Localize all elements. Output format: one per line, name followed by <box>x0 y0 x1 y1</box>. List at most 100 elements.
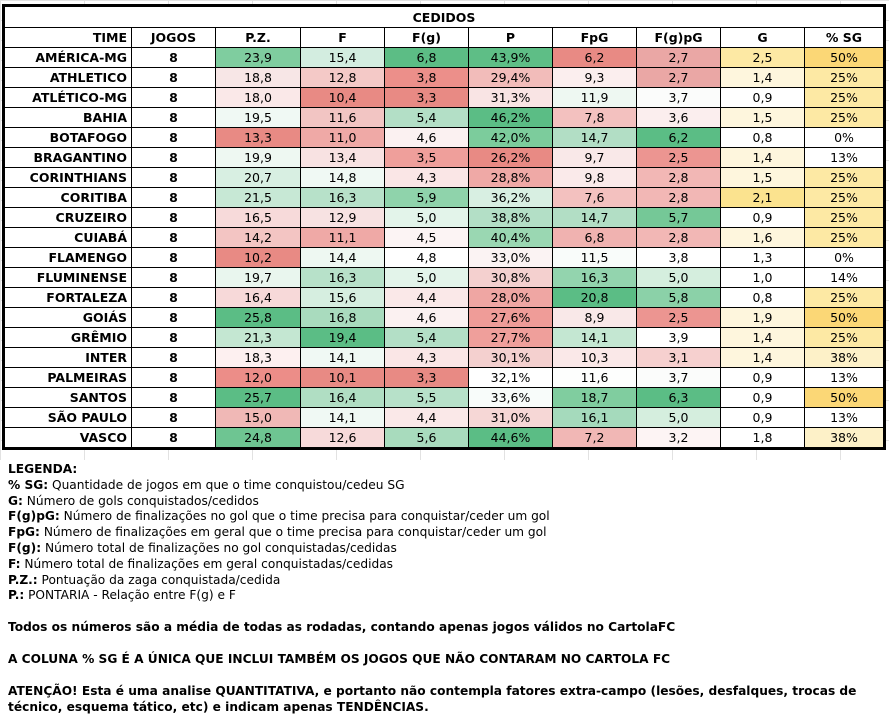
stat-cell[interactable]: 23,9 <box>215 47 301 68</box>
column-header[interactable]: F <box>300 27 385 48</box>
stat-cell[interactable]: 3,8 <box>384 67 469 88</box>
stat-cell[interactable]: 1,6 <box>720 227 805 248</box>
stat-cell[interactable]: 31,3% <box>468 87 553 108</box>
column-header[interactable]: FpG <box>552 27 637 48</box>
stat-cell[interactable]: 50% <box>804 47 884 68</box>
stat-cell[interactable]: 3,8 <box>636 247 721 268</box>
stat-cell[interactable]: 4,6 <box>384 127 469 148</box>
games-cell[interactable]: 8 <box>131 407 216 428</box>
stat-cell[interactable]: 13% <box>804 147 884 168</box>
stat-cell[interactable]: 16,3 <box>300 267 385 288</box>
team-name-cell[interactable]: CUIABÁ <box>4 227 132 248</box>
stat-cell[interactable]: 27,6% <box>468 307 553 328</box>
stat-cell[interactable]: 16,3 <box>552 267 637 288</box>
stat-cell[interactable]: 16,4 <box>215 287 301 308</box>
games-cell[interactable]: 8 <box>131 167 216 188</box>
games-cell[interactable]: 8 <box>131 207 216 228</box>
team-name-cell[interactable]: CORITIBA <box>4 187 132 208</box>
stat-cell[interactable]: 3,9 <box>636 327 721 348</box>
stat-cell[interactable]: 8,9 <box>552 307 637 328</box>
stat-cell[interactable]: 1,4 <box>720 67 805 88</box>
stat-cell[interactable]: 25% <box>804 207 884 228</box>
stat-cell[interactable]: 16,3 <box>300 187 385 208</box>
stat-cell[interactable]: 1,0 <box>720 267 805 288</box>
stat-cell[interactable]: 25% <box>804 327 884 348</box>
stat-cell[interactable]: 12,6 <box>300 427 385 448</box>
team-name-cell[interactable]: ATHLETICO <box>4 67 132 88</box>
games-cell[interactable]: 8 <box>131 427 216 448</box>
stat-cell[interactable]: 2,8 <box>636 187 721 208</box>
games-cell[interactable]: 8 <box>131 307 216 328</box>
team-name-cell[interactable]: FORTALEZA <box>4 287 132 308</box>
stat-cell[interactable]: 16,8 <box>300 307 385 328</box>
team-name-cell[interactable]: BOTAFOGO <box>4 127 132 148</box>
stat-cell[interactable]: 18,0 <box>215 87 301 108</box>
stat-cell[interactable]: 2,5 <box>720 47 805 68</box>
games-cell[interactable]: 8 <box>131 67 216 88</box>
stat-cell[interactable]: 11,1 <box>300 227 385 248</box>
stat-cell[interactable]: 1,3 <box>720 247 805 268</box>
stat-cell[interactable]: 15,6 <box>300 287 385 308</box>
stat-cell[interactable]: 6,2 <box>636 127 721 148</box>
stat-cell[interactable]: 11,9 <box>552 87 637 108</box>
stat-cell[interactable]: 24,8 <box>215 427 301 448</box>
stat-cell[interactable]: 25,8 <box>215 307 301 328</box>
stat-cell[interactable]: 9,7 <box>552 147 637 168</box>
stat-cell[interactable]: 43,9% <box>468 47 553 68</box>
stat-cell[interactable]: 33,0% <box>468 247 553 268</box>
games-cell[interactable]: 8 <box>131 287 216 308</box>
stat-cell[interactable]: 0% <box>804 247 884 268</box>
stat-cell[interactable]: 5,5 <box>384 387 469 408</box>
stat-cell[interactable]: 0,9 <box>720 367 805 388</box>
games-cell[interactable]: 8 <box>131 47 216 68</box>
stat-cell[interactable]: 4,4 <box>384 407 469 428</box>
stat-cell[interactable]: 10,1 <box>300 367 385 388</box>
games-cell[interactable]: 8 <box>131 187 216 208</box>
stat-cell[interactable]: 2,1 <box>720 187 805 208</box>
stat-cell[interactable]: 30,8% <box>468 267 553 288</box>
games-cell[interactable]: 8 <box>131 267 216 288</box>
stat-cell[interactable]: 20,8 <box>552 287 637 308</box>
stat-cell[interactable]: 28,8% <box>468 167 553 188</box>
team-name-cell[interactable]: SÃO PAULO <box>4 407 132 428</box>
stat-cell[interactable]: 14% <box>804 267 884 288</box>
stat-cell[interactable]: 32,1% <box>468 367 553 388</box>
stat-cell[interactable]: 16,4 <box>300 387 385 408</box>
stat-cell[interactable]: 0,9 <box>720 407 805 428</box>
stat-cell[interactable]: 5,0 <box>636 407 721 428</box>
stat-cell[interactable]: 38% <box>804 347 884 368</box>
stat-cell[interactable]: 5,0 <box>384 267 469 288</box>
stat-cell[interactable]: 2,5 <box>636 307 721 328</box>
stat-cell[interactable]: 50% <box>804 387 884 408</box>
stat-cell[interactable]: 27,7% <box>468 327 553 348</box>
stat-cell[interactable]: 12,8 <box>300 67 385 88</box>
stat-cell[interactable]: 13,3 <box>215 127 301 148</box>
stat-cell[interactable]: 14,8 <box>300 167 385 188</box>
team-name-cell[interactable]: SANTOS <box>4 387 132 408</box>
stat-cell[interactable]: 0,9 <box>720 207 805 228</box>
stat-cell[interactable]: 0,8 <box>720 127 805 148</box>
stat-cell[interactable]: 5,4 <box>384 107 469 128</box>
stat-cell[interactable]: 14,1 <box>552 327 637 348</box>
stat-cell[interactable]: 11,6 <box>300 107 385 128</box>
team-name-cell[interactable]: ATLÉTICO-MG <box>4 87 132 108</box>
stat-cell[interactable]: 25% <box>804 67 884 88</box>
stat-cell[interactable]: 50% <box>804 307 884 328</box>
stat-cell[interactable]: 19,9 <box>215 147 301 168</box>
stat-cell[interactable]: 3,6 <box>636 107 721 128</box>
stat-cell[interactable]: 9,8 <box>552 167 637 188</box>
stat-cell[interactable]: 25% <box>804 87 884 108</box>
stat-cell[interactable]: 25% <box>804 287 884 308</box>
stat-cell[interactable]: 10,4 <box>300 87 385 108</box>
stat-cell[interactable]: 10,3 <box>552 347 637 368</box>
column-header[interactable]: TIME <box>4 27 132 48</box>
column-header[interactable]: P.Z. <box>215 27 301 48</box>
stat-cell[interactable]: 14,7 <box>552 127 637 148</box>
stat-cell[interactable]: 25% <box>804 167 884 188</box>
stat-cell[interactable]: 7,2 <box>552 427 637 448</box>
games-cell[interactable]: 8 <box>131 147 216 168</box>
stat-cell[interactable]: 4,6 <box>384 307 469 328</box>
stat-cell[interactable]: 11,0 <box>300 127 385 148</box>
team-name-cell[interactable]: VASCO <box>4 427 132 448</box>
stat-cell[interactable]: 1,4 <box>720 147 805 168</box>
